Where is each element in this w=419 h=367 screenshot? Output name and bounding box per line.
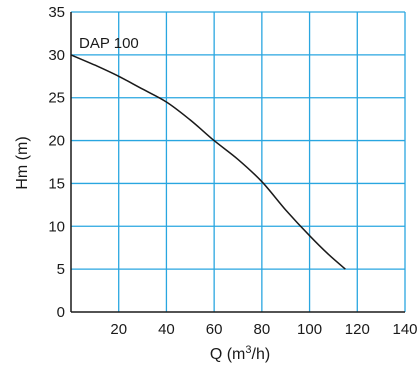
x-tick-label-20: 20 xyxy=(110,321,127,338)
y-tick-label-0: 0 xyxy=(57,304,65,321)
x-axis-title-prefix: Q (m xyxy=(210,346,246,363)
x-tick-labels: 20 40 60 80 100 120 140 xyxy=(110,321,417,338)
x-tick-label-40: 40 xyxy=(158,321,175,338)
x-tick-label-80: 80 xyxy=(254,321,271,338)
x-axis-title-suffix: /h) xyxy=(252,346,271,363)
x-tick-label-140: 140 xyxy=(392,321,417,338)
grid xyxy=(71,11,406,312)
y-tick-label-20: 20 xyxy=(48,133,65,150)
y-tick-labels: 0 5 10 15 20 25 30 35 xyxy=(48,4,65,321)
x-tick-label-120: 120 xyxy=(345,321,370,338)
y-tick-label-35: 35 xyxy=(48,4,65,21)
series-labels: DAP 100 xyxy=(79,35,139,52)
x-tick-label-60: 60 xyxy=(206,321,223,338)
x-tick-label-100: 100 xyxy=(297,321,322,338)
x-axis-title: Q (m3/h) xyxy=(210,344,270,363)
series-label-0: DAP 100 xyxy=(79,35,139,52)
series-line-0 xyxy=(70,54,346,270)
y-tick-label-30: 30 xyxy=(48,47,65,64)
y-tick-label-5: 5 xyxy=(57,261,65,278)
series-lines xyxy=(70,54,346,270)
axes xyxy=(70,12,405,313)
x-axis-title-superscript: 3 xyxy=(245,344,251,356)
y-tick-label-10: 10 xyxy=(48,218,65,235)
y-tick-label-25: 25 xyxy=(48,90,65,107)
y-tick-label-15: 15 xyxy=(48,175,65,192)
y-axis-title: Hm (m) xyxy=(14,136,31,189)
